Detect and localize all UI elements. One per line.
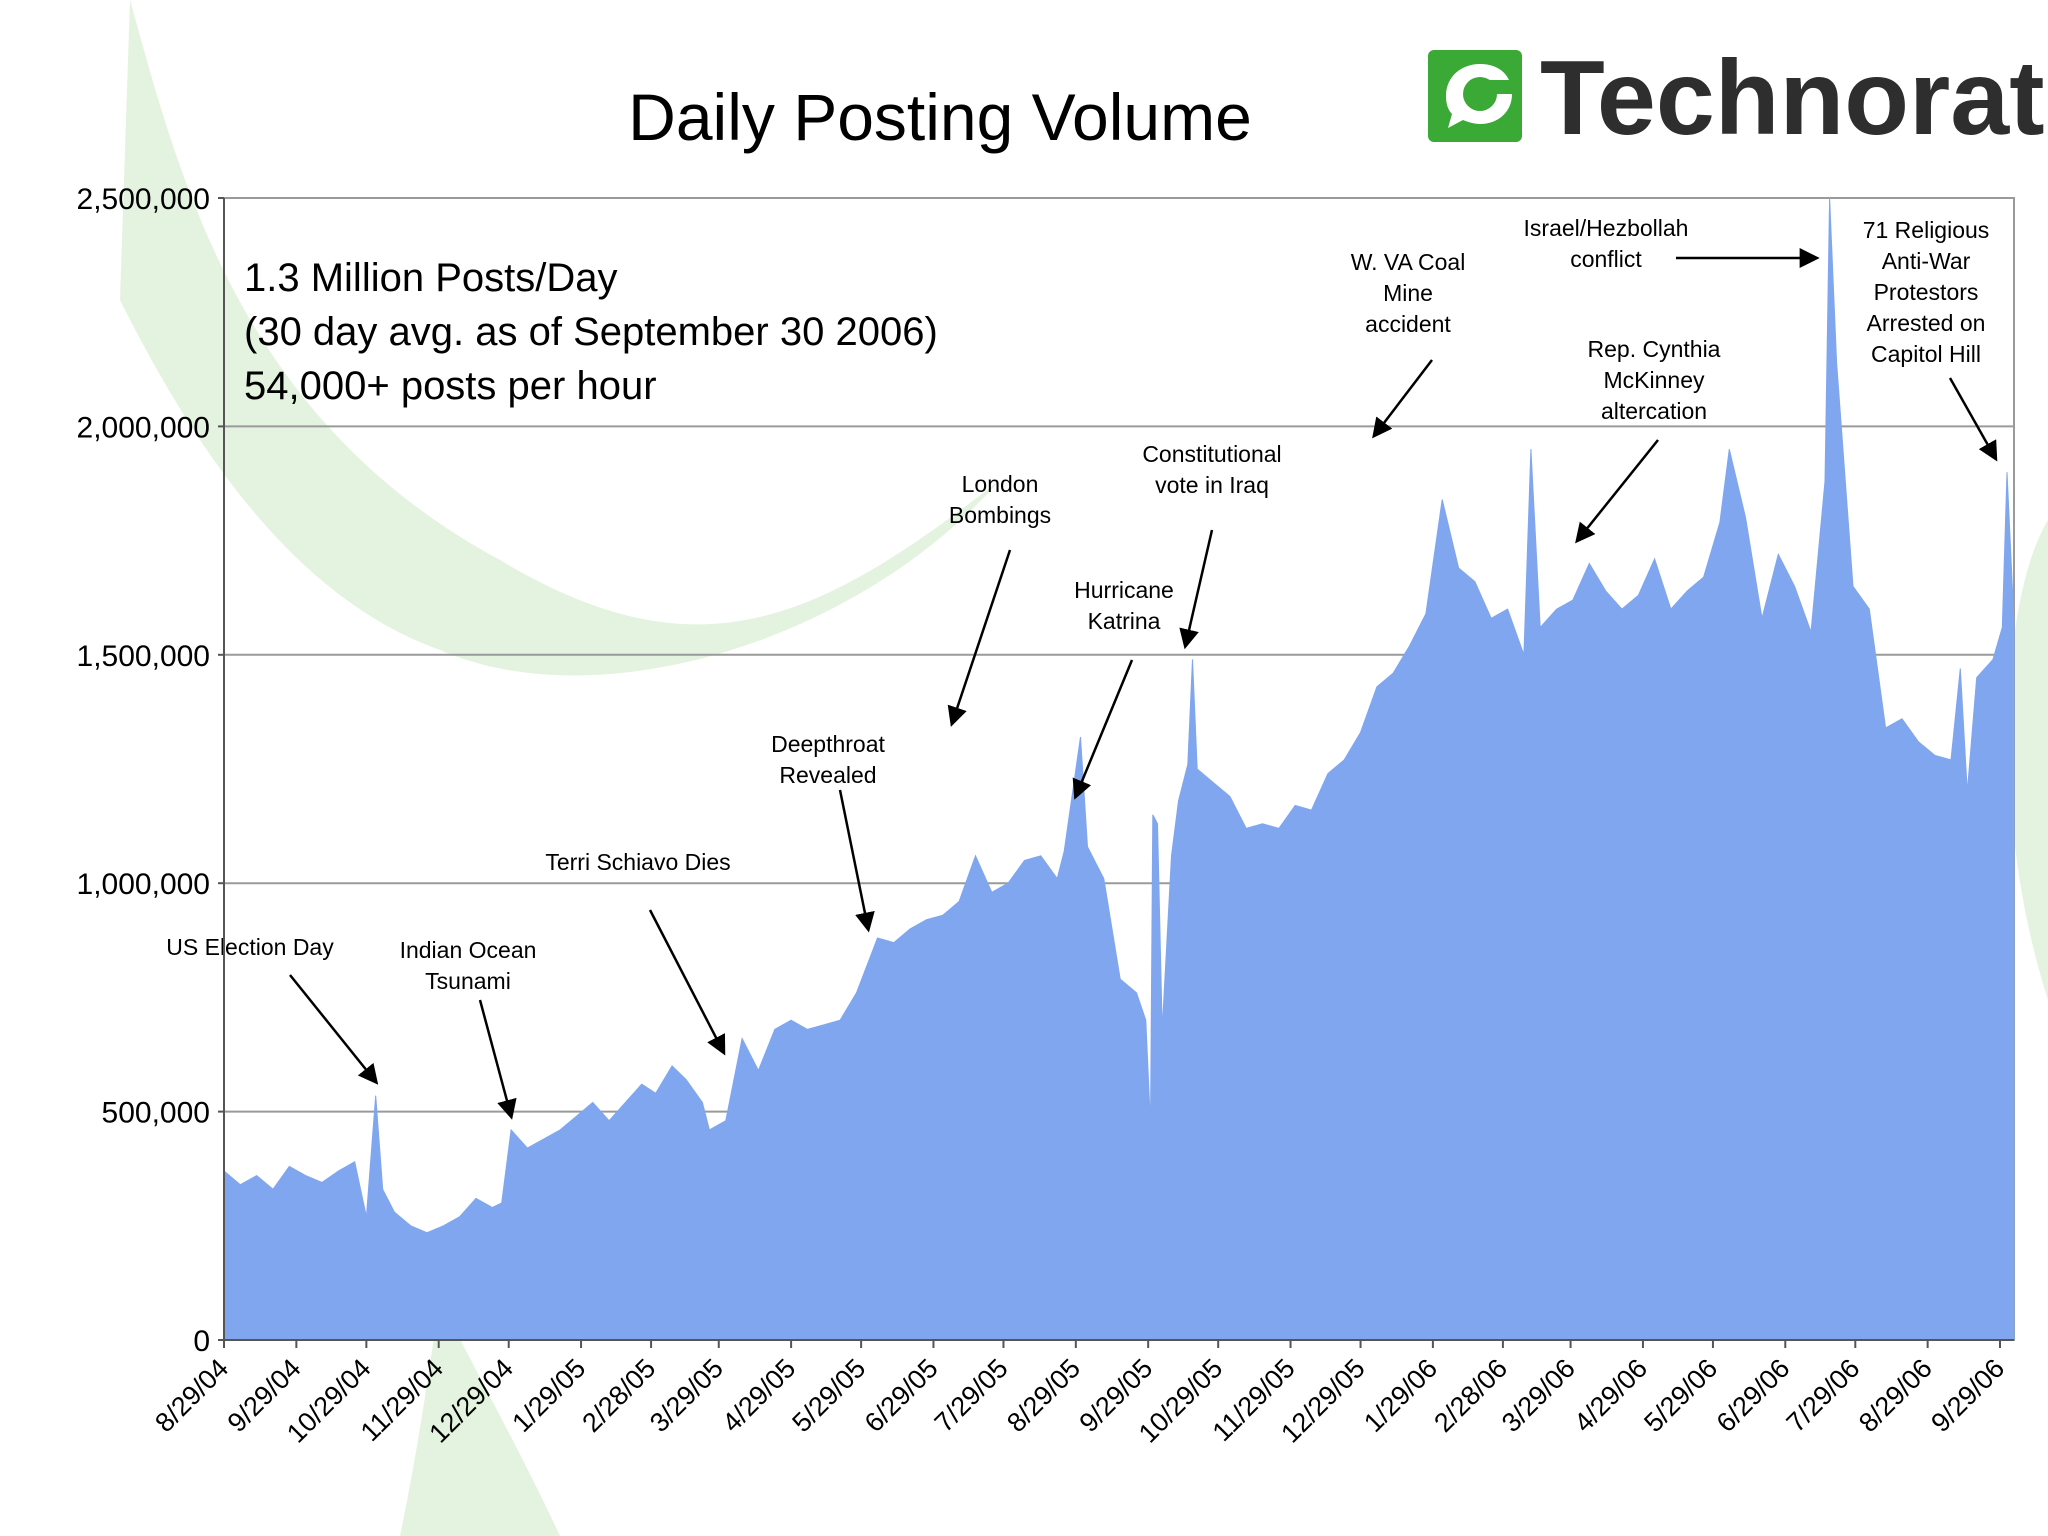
annotation-line: conflict: [1570, 246, 1642, 272]
info-line-1: 1.3 Million Posts/Day: [244, 256, 617, 300]
annotation-line: Hurricane: [1074, 577, 1174, 603]
logo-text: Technorati: [1540, 39, 2048, 157]
x-tick-label: 3/29/05: [644, 1353, 729, 1438]
annotation-line: Terri Schiavo Dies: [545, 849, 730, 875]
y-tick-label: 2,000,000: [77, 411, 210, 444]
annotation: US Election Day: [166, 934, 379, 1085]
x-tick-label: 9/29/06: [1925, 1353, 2010, 1438]
annotation: Indian Ocean Tsunami: [400, 937, 537, 1120]
annotation-label: W. VA Coal Mine accident: [1351, 249, 1466, 337]
annotation-line: 71 Religious: [1863, 217, 1990, 243]
annotation: 71 Religious Anti-War Protestors Arrested o…: [1863, 217, 1998, 462]
background-swoosh-shape-2: [400, 1300, 560, 1536]
y-tick-label: 500,000: [102, 1097, 210, 1130]
x-tick-label: 5/29/05: [786, 1353, 871, 1438]
x-tick-label: 8/29/05: [1001, 1353, 1086, 1438]
annotation-line: Protestors: [1874, 279, 1979, 305]
annotation-line: Revealed: [779, 762, 876, 788]
speech-bubble-icon-glyph: [1446, 64, 1514, 128]
posting-volume-area: [223, 197, 2015, 1341]
annotation-line: US Election Day: [166, 934, 334, 960]
annotation-arrow: [1179, 529, 1214, 650]
annotation-line: Israel/Hezbollah: [1524, 215, 1689, 241]
annotation-line: vote in Iraq: [1155, 472, 1269, 498]
y-tick-label: 1,000,000: [77, 868, 210, 901]
annotation-line: Constitutional: [1142, 441, 1281, 467]
annotation-label: Israel/Hezbollah conflict: [1524, 215, 1689, 272]
annotation-arrow: [1948, 377, 1998, 462]
annotation-line: McKinney: [1604, 367, 1705, 393]
background-swoosh-shape-3: [2008, 520, 2048, 1000]
x-tick-label: 2/28/05: [576, 1353, 661, 1438]
annotation-arrow: [947, 549, 1012, 727]
annotation-line: Deepthroat: [771, 731, 885, 757]
annotation: Hurricane Katrina: [1072, 577, 1174, 800]
x-tick-label: 3/29/06: [1496, 1353, 1581, 1438]
x-tick-label: 7/29/06: [1781, 1353, 1866, 1438]
annotation-arrow: [1575, 439, 1659, 544]
annotation-arrow: [478, 999, 517, 1120]
annotation-line: altercation: [1601, 398, 1707, 424]
annotation: London Bombings: [947, 471, 1051, 727]
annotation-label: London Bombings: [949, 471, 1051, 528]
annotation-arrow: [838, 789, 875, 933]
annotation-label: Indian Ocean Tsunami: [400, 937, 537, 994]
annotation-line: Tsunami: [425, 968, 511, 994]
x-tick-label: 5/29/06: [1638, 1353, 1723, 1438]
annotation-label: Constitutional vote in Iraq: [1142, 441, 1281, 498]
x-tick-label: 1/29/06: [1358, 1353, 1443, 1438]
annotation: W. VA Coal Mine accident: [1351, 249, 1466, 439]
x-tick-label: 7/29/05: [929, 1353, 1014, 1438]
x-tick-label: 4/29/05: [716, 1353, 801, 1438]
technorati-logo: Technorati: [1428, 39, 2048, 157]
x-tick-label: 6/29/06: [1711, 1353, 1796, 1438]
x-tick-label: 4/29/06: [1568, 1353, 1653, 1438]
annotation-arrow: [648, 909, 726, 1056]
annotation-arrow: [1372, 359, 1433, 439]
y-tick-label: 2,500,000: [77, 183, 210, 216]
annotation-label: US Election Day: [166, 934, 334, 960]
x-tick-label: 2/28/06: [1428, 1353, 1513, 1438]
annotation-label: Rep. Cynthia McKinney altercation: [1588, 336, 1721, 424]
annotation: Rep. Cynthia McKinney altercation: [1575, 336, 1721, 544]
annotation-label: Terri Schiavo Dies: [545, 849, 730, 875]
annotation-line: Anti-War: [1882, 248, 1971, 274]
annotation: Terri Schiavo Dies: [545, 849, 731, 1056]
annotation-line: Bombings: [949, 502, 1051, 528]
annotation-line: London: [962, 471, 1039, 497]
annotation-label: Hurricane Katrina: [1074, 577, 1174, 634]
annotation-line: Arrested on: [1867, 310, 1986, 336]
background-swoosh-shape: [120, 0, 1000, 676]
event-annotations: US Election Day Indian Ocean Tsunami Terri …: [166, 215, 1998, 1120]
annotation-arrow: [1072, 659, 1134, 800]
annotation: Constitutional vote in Iraq: [1142, 441, 1282, 650]
x-tick-label: 8/29/06: [1853, 1353, 1938, 1438]
chart-title: Daily Posting Volume: [628, 80, 1252, 154]
x-tick-label: 8/29/04: [149, 1353, 234, 1438]
y-tick-label: 0: [193, 1325, 210, 1358]
annotation-line: Mine: [1383, 280, 1433, 306]
x-tick-label: 1/29/05: [506, 1353, 591, 1438]
annotation-line: Capitol Hill: [1871, 341, 1981, 367]
info-line-2: (30 day avg. as of September 30 2006): [244, 310, 938, 354]
y-tick-label: 1,500,000: [77, 640, 210, 673]
info-box: 1.3 Million Posts/Day (30 day avg. as of…: [244, 256, 938, 408]
info-line-3: 54,000+ posts per hour: [244, 364, 657, 408]
annotation-line: W. VA Coal: [1351, 249, 1466, 275]
annotation-line: Katrina: [1088, 608, 1161, 634]
annotation-line: Indian Ocean: [400, 937, 537, 963]
x-axis: 8/29/049/29/0410/29/0411/29/0412/29/041/…: [149, 1340, 2010, 1449]
annotation-line: Rep. Cynthia: [1588, 336, 1721, 362]
annotation-line: accident: [1365, 311, 1451, 337]
annotation-arrow: [289, 974, 379, 1085]
y-axis: 0 500,000 1,000,000 1,500,000 2,000,000 2,500…: [77, 183, 224, 1358]
annotation-label: 71 Religious Anti-War Protestors Arrested o…: [1863, 217, 1990, 367]
annotation: Israel/Hezbollah conflict: [1524, 215, 1820, 272]
annotation: Deepthroat Revealed: [771, 731, 886, 933]
annotation-label: Deepthroat Revealed: [771, 731, 885, 788]
x-tick-label: 6/29/05: [859, 1353, 944, 1438]
